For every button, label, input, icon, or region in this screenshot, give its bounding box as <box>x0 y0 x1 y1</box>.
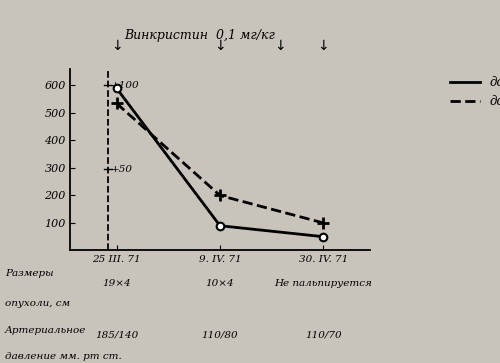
Text: 19×4: 19×4 <box>102 280 131 289</box>
Text: 185/140: 185/140 <box>95 331 138 340</box>
Text: Размеры: Размеры <box>5 269 54 278</box>
Text: 110/70: 110/70 <box>305 331 342 340</box>
Text: Не пальпируется: Не пальпируется <box>274 280 372 289</box>
Text: Винкристин  0,1 мг/кг: Винкристин 0,1 мг/кг <box>124 29 274 42</box>
Text: 110/80: 110/80 <box>202 331 238 340</box>
дофамин <box>320 234 326 239</box>
Text: +100: +100 <box>112 81 140 90</box>
Text: давление мм. рт ст.: давление мм. рт ст. <box>5 352 122 361</box>
Text: 10×4: 10×4 <box>206 280 234 289</box>
Text: опухоли, см: опухоли, см <box>5 299 70 308</box>
дофа <box>217 193 223 197</box>
Line: дофамин: дофамин <box>112 85 328 241</box>
Text: ↓: ↓ <box>318 38 330 53</box>
дофа <box>114 101 119 106</box>
Legend: дофамин, дофа: дофамин, дофа <box>446 71 500 113</box>
Text: ↓: ↓ <box>214 38 226 53</box>
Text: Артериальное: Артериальное <box>5 326 86 335</box>
Line: дофа: дофа <box>110 97 330 229</box>
дофамин <box>217 224 223 228</box>
Text: ↓: ↓ <box>110 38 122 53</box>
дофамин <box>114 86 119 90</box>
дофа <box>320 221 326 225</box>
Text: ↓: ↓ <box>274 38 286 53</box>
Text: +50: +50 <box>112 165 134 174</box>
